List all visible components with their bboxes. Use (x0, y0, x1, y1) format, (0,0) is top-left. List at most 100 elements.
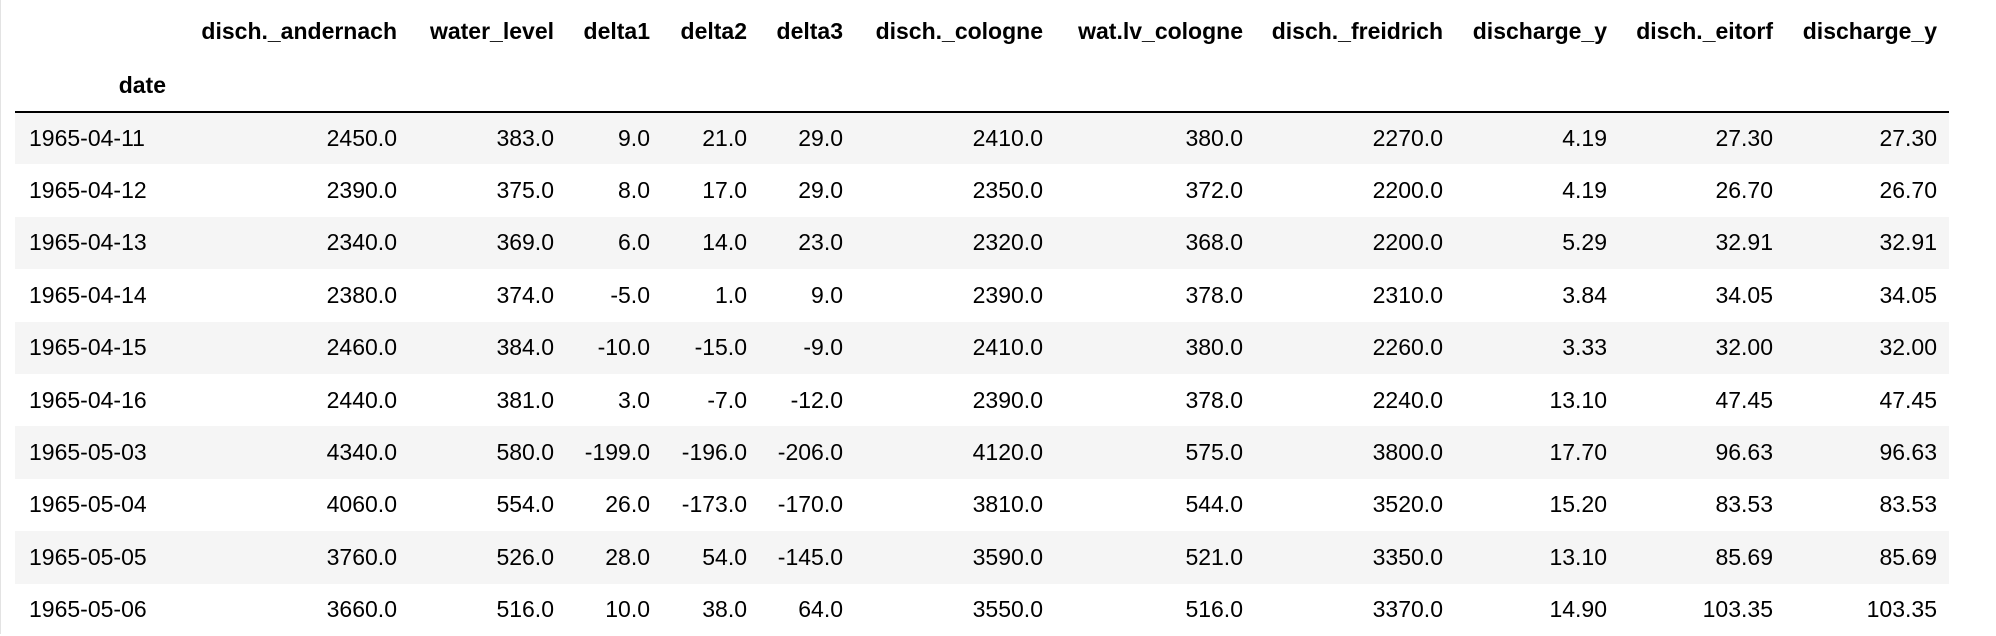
table-row: 1965-04-11 2450.0 383.0 9.0 21.0 29.0 24… (15, 112, 1949, 165)
table-cell: 2450.0 (326, 125, 397, 152)
table-cell: 381.0 (496, 386, 554, 413)
table-cell: 2260.0 (1372, 334, 1443, 361)
table-cell: 575.0 (1185, 439, 1243, 466)
table-cell: -206.0 (777, 439, 843, 466)
cell-left-border (0, 0, 1, 634)
row-index-cell: 1965-05-05 (29, 543, 147, 570)
column-header: delta1 (583, 17, 650, 44)
table-cell: 2390.0 (972, 386, 1043, 413)
table-row: 1965-05-06 3660.0 516.0 10.0 38.0 64.0 3… (15, 583, 1949, 636)
empty-header-cell (855, 64, 1055, 112)
table-cell: -10.0 (597, 334, 650, 361)
table-cell: 372.0 (1185, 177, 1243, 204)
index-header-row: date (15, 64, 1949, 112)
table-cell: 27.30 (1879, 125, 1937, 152)
table-cell: 2380.0 (326, 281, 397, 308)
table-cell: 380.0 (1185, 334, 1243, 361)
row-index-cell: 1965-05-06 (29, 596, 147, 623)
table-cell: 2340.0 (326, 229, 397, 256)
column-header: discharge_y (1802, 17, 1937, 44)
table-cell: 2240.0 (1372, 386, 1443, 413)
table-cell: 2410.0 (972, 125, 1043, 152)
table-row: 1965-04-14 2380.0 374.0 -5.0 1.0 9.0 239… (15, 269, 1949, 322)
table-cell: 17.0 (702, 177, 747, 204)
table-row: 1965-04-15 2460.0 384.0 -10.0 -15.0 -9.0… (15, 321, 1949, 374)
table-cell: 15.20 (1549, 491, 1607, 518)
table-cell: -170.0 (777, 491, 843, 518)
table-cell: 4.19 (1562, 125, 1607, 152)
table-cell: 4120.0 (972, 439, 1043, 466)
table-row: 1965-04-16 2440.0 381.0 3.0 -7.0 -12.0 2… (15, 373, 1949, 427)
empty-header-cell (662, 64, 759, 112)
column-header: disch._eitorf (1636, 17, 1773, 44)
table-cell: 516.0 (496, 596, 554, 623)
table-cell: -12.0 (790, 386, 843, 413)
table-cell: 96.63 (1715, 439, 1773, 466)
row-index-cell: 1965-04-15 (29, 334, 147, 361)
table-cell: 83.53 (1715, 491, 1773, 518)
column-header: delta3 (776, 17, 843, 44)
table-cell: 375.0 (496, 177, 554, 204)
table-cell: -15.0 (694, 334, 747, 361)
table-cell: 2350.0 (972, 177, 1043, 204)
table-cell: 17.70 (1549, 439, 1607, 466)
empty-header-cell (1785, 64, 1949, 112)
table-cell: 9.0 (618, 125, 650, 152)
table-cell: 29.0 (798, 177, 843, 204)
table-cell: 54.0 (702, 543, 747, 570)
table-cell: 8.0 (618, 177, 650, 204)
column-header: disch._freidrich (1271, 17, 1443, 44)
row-index-cell: 1965-04-11 (29, 125, 145, 152)
table-cell: 103.35 (1702, 596, 1773, 623)
table-cell: 64.0 (798, 596, 843, 623)
table-row: 1965-04-12 2390.0 375.0 8.0 17.0 29.0 23… (15, 164, 1949, 217)
table-cell: 3.33 (1562, 334, 1607, 361)
empty-header-cell (1255, 64, 1455, 112)
table-cell: 374.0 (496, 281, 554, 308)
table-cell: 2440.0 (326, 386, 397, 413)
table-cell: 47.45 (1715, 386, 1773, 413)
table-cell: 3810.0 (972, 491, 1043, 518)
column-header: disch._andernach (201, 17, 397, 44)
table-cell: 9.0 (811, 281, 843, 308)
table-cell: 29.0 (798, 125, 843, 152)
empty-header-cell (1055, 64, 1255, 112)
table-cell: 10.0 (605, 596, 650, 623)
table-cell: 14.90 (1549, 596, 1607, 623)
row-index-cell: 1965-05-03 (29, 439, 147, 466)
table-cell: 378.0 (1185, 281, 1243, 308)
row-index-cell: 1965-05-04 (29, 491, 147, 518)
table-cell: 4.19 (1562, 177, 1607, 204)
empty-header-cell (1455, 64, 1619, 112)
table-cell: 83.53 (1879, 491, 1937, 518)
empty-header-cell (759, 64, 855, 112)
table-cell: 6.0 (618, 229, 650, 256)
table-row: 1965-05-05 3760.0 526.0 28.0 54.0 -145.0… (15, 531, 1949, 584)
column-header: disch._cologne (875, 17, 1043, 44)
table-cell: 516.0 (1185, 596, 1243, 623)
table-cell: 4060.0 (326, 491, 397, 518)
table-cell: 3800.0 (1372, 439, 1443, 466)
table-cell: 5.29 (1562, 229, 1607, 256)
row-index-cell: 1965-04-12 (29, 177, 147, 204)
table-cell: 2310.0 (1372, 281, 1443, 308)
dataframe-table: disch._andernach water_level delta1 delt… (15, 0, 1949, 636)
table-cell: 34.05 (1715, 281, 1773, 308)
table-cell: 369.0 (496, 229, 554, 256)
table-cell: 2320.0 (972, 229, 1043, 256)
table-cell: 26.70 (1715, 177, 1773, 204)
table-cell: 2390.0 (326, 177, 397, 204)
table-cell: 38.0 (702, 596, 747, 623)
table-cell: 47.45 (1879, 386, 1937, 413)
table-row: 1965-05-04 4060.0 554.0 26.0 -173.0 -170… (15, 478, 1949, 532)
table-cell: -7.0 (707, 386, 747, 413)
empty-header-cell (1619, 64, 1785, 112)
table-cell: 521.0 (1185, 543, 1243, 570)
table-cell: 4340.0 (326, 439, 397, 466)
table-cell: 85.69 (1715, 543, 1773, 570)
table-cell: 2200.0 (1372, 229, 1443, 256)
table-cell: 2390.0 (972, 281, 1043, 308)
table-cell: 2200.0 (1372, 177, 1443, 204)
table-cell: 13.10 (1549, 386, 1607, 413)
table-cell: 26.70 (1879, 177, 1937, 204)
